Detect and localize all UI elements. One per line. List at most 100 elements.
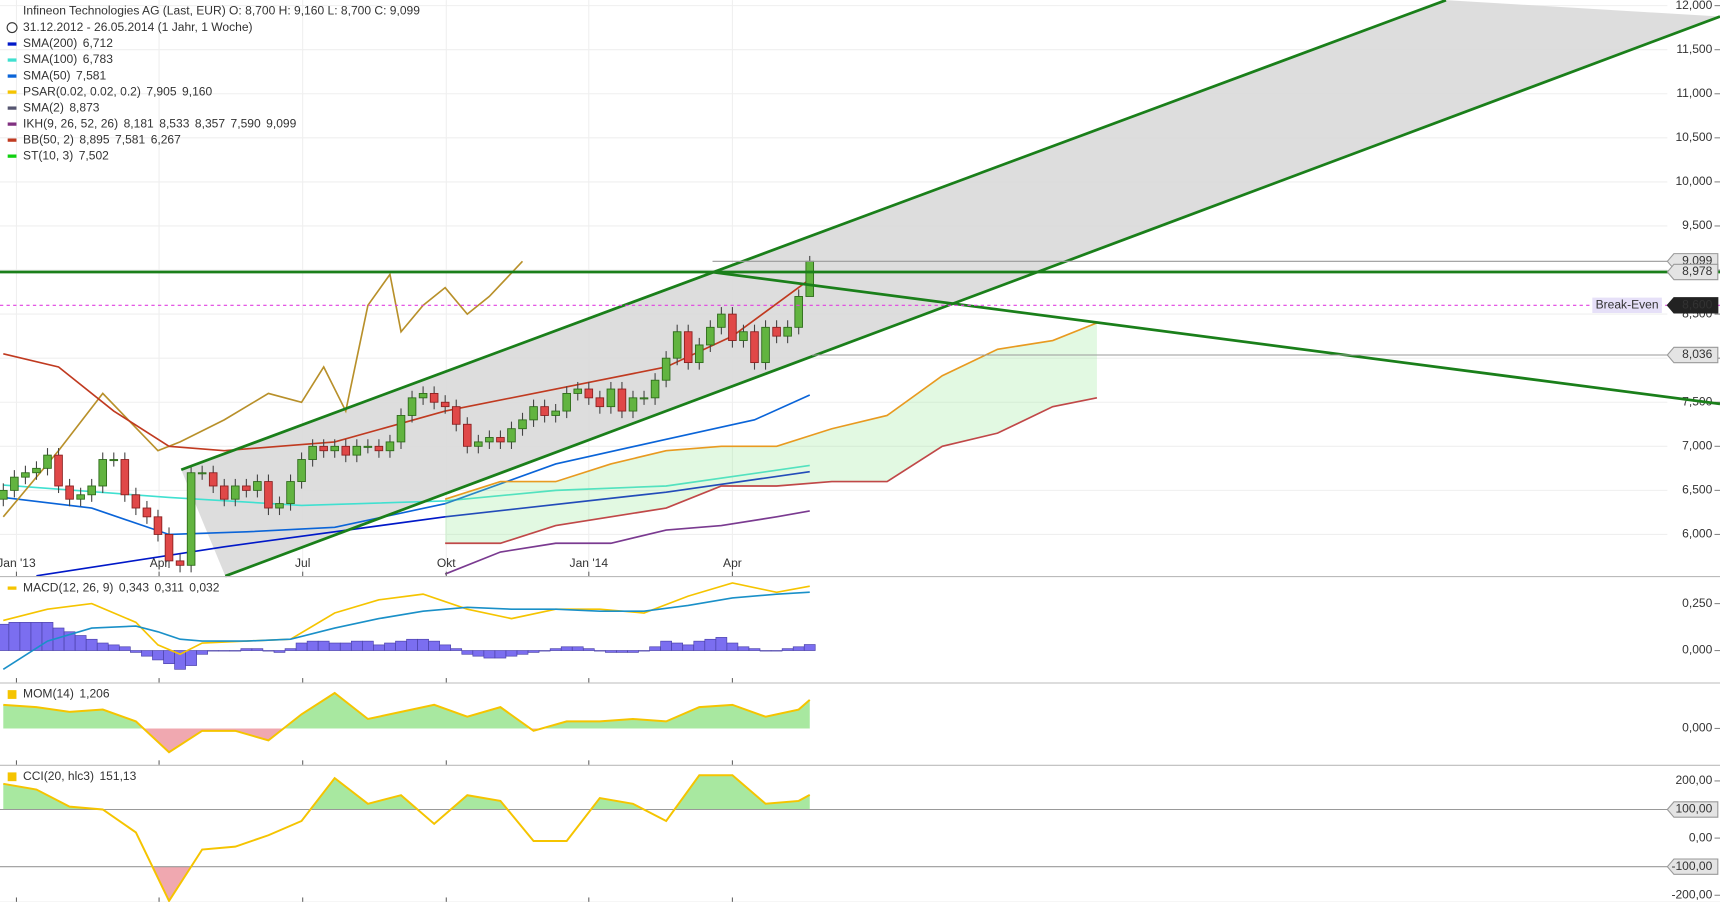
legend-value: 8,357 — [195, 116, 225, 130]
indicator-line — [444, 322, 1098, 500]
candle-body — [706, 326, 715, 346]
y-tick-label: 11,500 — [1676, 42, 1712, 56]
histogram-bar — [406, 638, 418, 651]
y-tick-label: 0,000 — [1682, 643, 1712, 657]
histogram-bar — [373, 644, 385, 651]
candle-body — [32, 467, 41, 474]
indicator-line — [36, 470, 810, 577]
level-label: 8,978 — [1682, 264, 1712, 278]
indicator-line — [2, 591, 810, 670]
histogram-bar — [693, 640, 706, 651]
candle-body — [231, 485, 240, 500]
candle-body — [562, 392, 571, 412]
candle-body — [728, 313, 737, 341]
histogram-bar — [218, 650, 231, 652]
candle-body — [617, 388, 627, 412]
candle-body — [463, 423, 472, 447]
legend-value: 9,099 — [266, 116, 296, 130]
candle-body — [485, 437, 494, 443]
candle-body — [717, 313, 726, 328]
candle-body — [186, 472, 196, 566]
histogram-bar — [273, 650, 286, 653]
level-box — [1666, 858, 1719, 875]
x-tick-label: Apr — [723, 556, 742, 570]
histogram-bar — [185, 650, 197, 666]
histogram-bar — [494, 650, 507, 659]
legend-name: SMA(200) — [23, 36, 77, 50]
candle-body — [496, 437, 505, 443]
histogram-bar — [163, 650, 175, 665]
legend-value: 8,895 — [79, 132, 109, 146]
histogram-bar — [616, 650, 628, 653]
candle-body — [21, 472, 30, 478]
candle-body — [197, 472, 207, 475]
legend-value: 8,533 — [159, 116, 189, 130]
indicator-line — [444, 510, 810, 575]
candle-body — [142, 507, 152, 518]
trendline — [224, 15, 1720, 578]
histogram-bar — [770, 650, 783, 652]
histogram-bar — [317, 640, 330, 651]
candle-body — [286, 481, 295, 505]
chart-title: Infineon Technologies AG (Last, EUR) O: … — [23, 3, 420, 17]
candle-body — [595, 397, 605, 408]
indicator-line — [3, 464, 810, 507]
histogram-bar — [803, 644, 816, 651]
histogram-bar — [152, 650, 164, 661]
level-text: Break-Even — [1596, 297, 1659, 311]
indicator-line — [3, 582, 810, 656]
histogram-bar — [41, 622, 54, 651]
histogram-bar — [428, 640, 440, 651]
histogram-bar — [339, 642, 352, 651]
histogram-bar — [439, 644, 452, 651]
x-tick-label: Okt — [437, 556, 456, 570]
histogram-bar — [715, 637, 728, 651]
candle-body — [76, 494, 85, 500]
legend-swatch — [7, 42, 17, 46]
legend-value: 0,032 — [189, 580, 219, 594]
candle-body — [330, 445, 339, 452]
level-label: -100,00 — [1671, 859, 1712, 873]
candle-body — [219, 485, 229, 500]
legend-swatch — [7, 122, 17, 126]
candle-body — [120, 459, 130, 496]
legend-value: 8,181 — [124, 116, 154, 130]
candle-body — [628, 397, 638, 412]
legend-value: 7,581 — [76, 68, 106, 82]
candle-body — [772, 326, 781, 337]
candle-body — [573, 388, 583, 394]
candle-body — [529, 406, 538, 421]
candle-body — [264, 481, 273, 509]
candle-body — [374, 445, 384, 452]
histogram-bar — [229, 650, 242, 652]
histogram-bar — [638, 650, 650, 652]
candle-body — [175, 560, 185, 566]
y-tick-label: 0,250 — [1682, 596, 1712, 610]
candle-body — [352, 445, 362, 456]
candle-body — [0, 489, 8, 500]
y-tick-label: 9,500 — [1682, 218, 1712, 232]
histogram-bar — [196, 650, 208, 655]
histogram-bar — [627, 650, 639, 653]
histogram-bar — [85, 638, 98, 651]
legend-value: 9,160 — [182, 84, 212, 98]
histogram-bar — [704, 638, 717, 651]
y-tick-label: 7,000 — [1682, 438, 1712, 452]
legend-swatch — [7, 90, 17, 94]
histogram-bar — [649, 646, 661, 651]
histogram-bar — [792, 646, 805, 651]
area-negative — [152, 866, 192, 901]
legend-name: SMA(50) — [23, 68, 71, 82]
legend-value: 7,590 — [231, 116, 261, 130]
legend-swatch — [7, 138, 17, 142]
candle-body — [164, 534, 174, 562]
candle-body — [750, 331, 759, 364]
level-box — [1666, 263, 1719, 281]
legend-name: MACD(12, 26, 9) — [23, 580, 113, 594]
histogram-bar — [748, 648, 761, 651]
histogram-bar — [0, 623, 10, 651]
level-box — [1666, 297, 1719, 314]
histogram-bar — [571, 646, 584, 651]
